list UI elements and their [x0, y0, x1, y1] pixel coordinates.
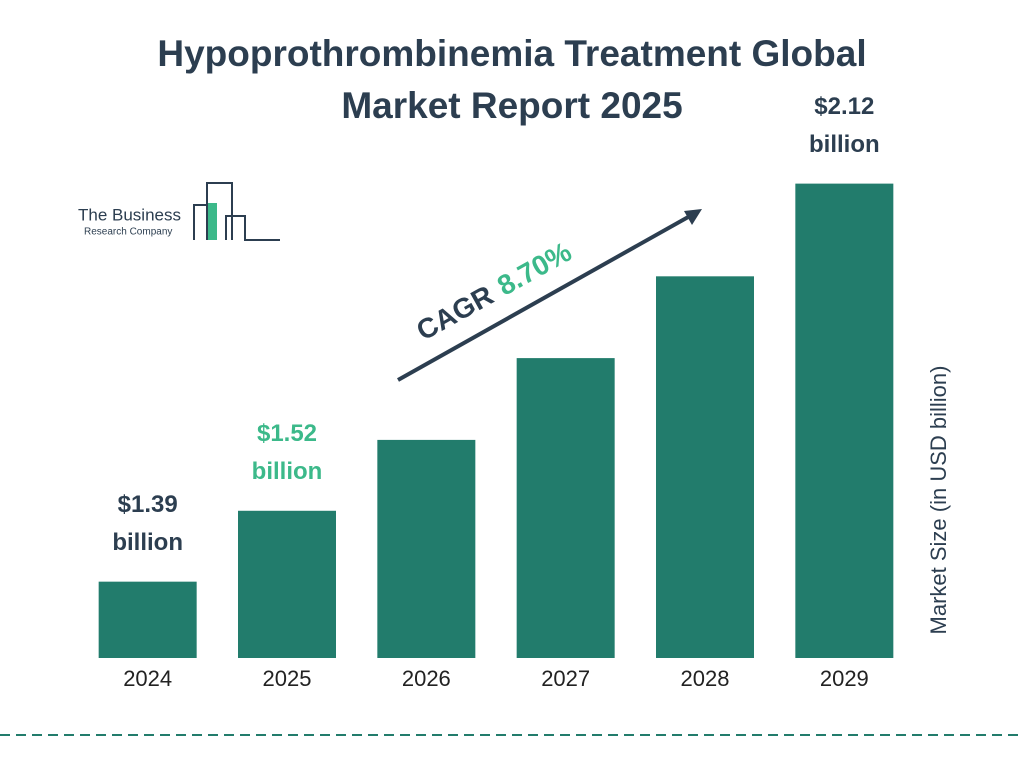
value-label: $2.12 billion: [809, 92, 880, 158]
logo-name: The Business: [78, 205, 181, 224]
x-tick-label: 2029: [820, 666, 869, 691]
logo-subtitle: Research Company: [84, 227, 172, 238]
bar: [98, 581, 197, 658]
value-label: $1.52 billion: [251, 419, 323, 485]
x-tick-label: 2024: [123, 666, 172, 691]
cagr-arrowhead: [684, 209, 702, 225]
cagr-value: 8.70%: [492, 236, 577, 302]
bar: [795, 183, 894, 659]
bar: [377, 439, 476, 658]
bar: [516, 358, 615, 658]
cagr-text: CAGR: [411, 280, 498, 347]
y-axis-label: Market Size (in USD billion): [926, 366, 951, 635]
bar: [238, 510, 336, 658]
value-label: $1.39 billion: [112, 490, 183, 556]
bar: [656, 276, 754, 658]
x-tick-label: 2027: [541, 666, 590, 691]
cagr-arrow: [397, 214, 691, 382]
x-tick-label: 2028: [681, 666, 730, 691]
logo: The Business Research Company: [78, 182, 280, 241]
chart-title: Hypoprothrombinemia Treatment Global Mar…: [157, 33, 867, 126]
x-tick-label: 2026: [402, 666, 451, 691]
x-tick-label: 2025: [263, 666, 312, 691]
